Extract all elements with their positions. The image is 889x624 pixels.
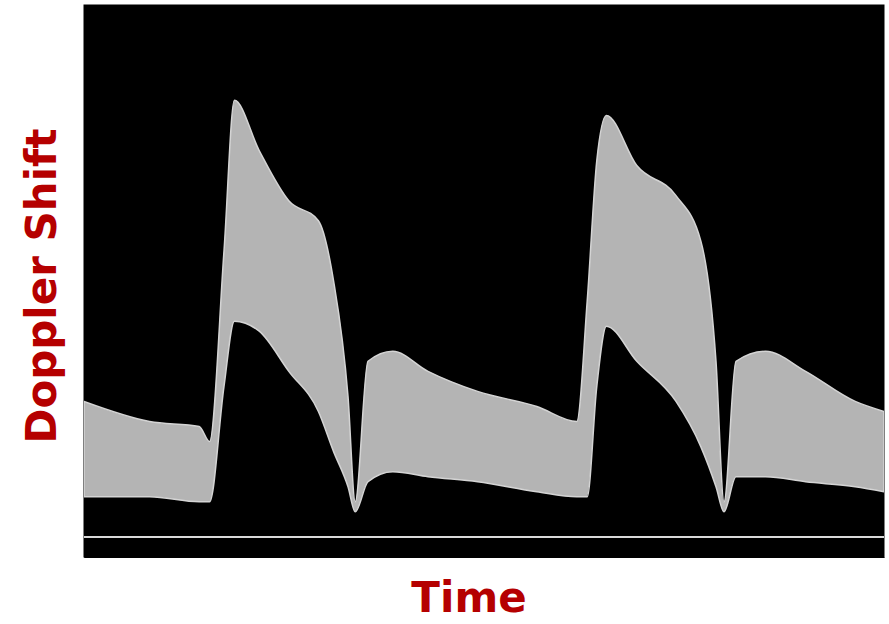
x-axis — [85, 557, 885, 558]
baseline — [84, 536, 884, 538]
chart: Doppler Shift Time — [0, 0, 889, 624]
plot-area — [84, 100, 884, 537]
x-axis-line — [85, 557, 885, 558]
spectral-band — [84, 100, 884, 511]
x-axis-title: Time — [411, 573, 526, 622]
y-axis-title: Doppler Shift — [17, 129, 66, 444]
plot-frame — [84, 5, 884, 557]
